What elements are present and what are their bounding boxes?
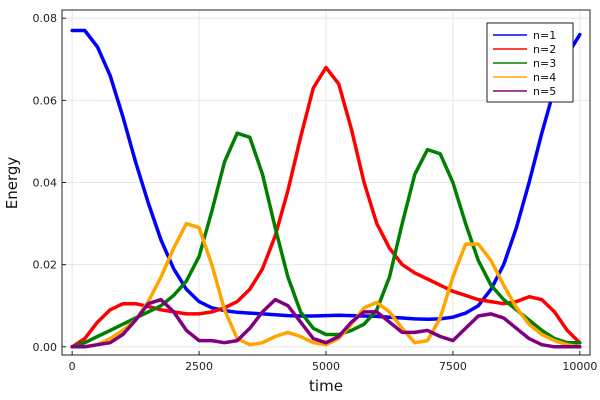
legend-label: n=2 (533, 43, 556, 56)
legend-items: n=1n=2n=3n=4n=5 (493, 29, 556, 98)
axis-ticks: 0 2500 5000 7500 10000 0.00 0.02 0.04 0.06 0.08 (33, 12, 598, 373)
legend-label: n=4 (533, 71, 556, 84)
legend: n=1n=2n=3n=4n=5 (486, 22, 574, 103)
y-tick-label: 0.02 (33, 259, 58, 272)
series-lines (70, 28, 582, 349)
x-tick-label: 7500 (439, 360, 467, 373)
series-line-n1 (70, 28, 582, 322)
y-axis-title: Energy (3, 157, 21, 210)
x-tick-label: 10000 (562, 360, 597, 373)
x-tick-label: 5000 (312, 360, 340, 373)
x-tick-label: 0 (69, 360, 76, 373)
y-tick-label: 0.04 (33, 177, 58, 190)
x-axis-title: time (309, 377, 343, 395)
legend-label: n=3 (533, 57, 556, 70)
x-tick-label: 2500 (185, 360, 213, 373)
series-line-n5 (70, 297, 582, 349)
legend-label: n=5 (533, 85, 556, 98)
legend-label: n=1 (533, 29, 556, 42)
y-tick-label: 0.08 (33, 12, 58, 25)
series-line-n4 (70, 221, 582, 349)
series-line-n3 (70, 131, 582, 349)
y-tick-label: 0.00 (33, 341, 58, 354)
y-tick-label: 0.06 (33, 94, 58, 107)
